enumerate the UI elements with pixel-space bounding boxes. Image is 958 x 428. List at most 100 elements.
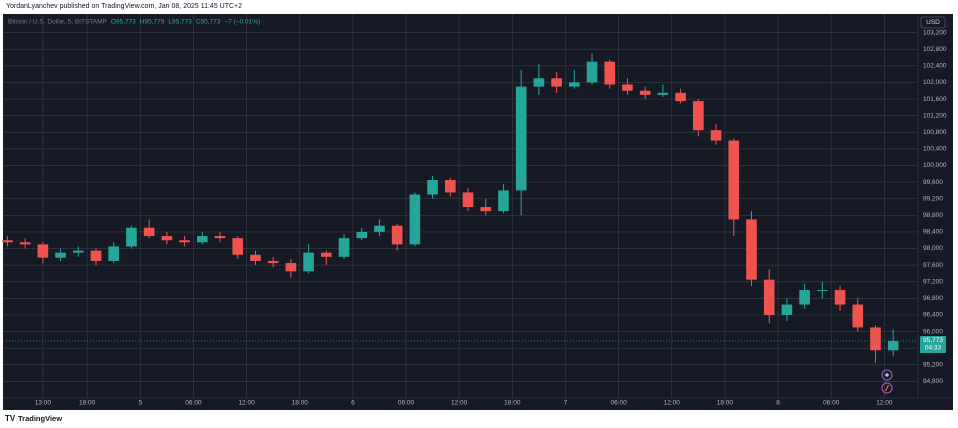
y-tick-label: 102,800 bbox=[923, 46, 947, 53]
candle-body bbox=[622, 84, 633, 91]
x-tick-label: 12:00 bbox=[238, 400, 255, 407]
y-tick-label: 100,400 bbox=[923, 146, 947, 153]
y-tick-label: 96,000 bbox=[923, 328, 943, 335]
add-icon[interactable] bbox=[881, 369, 893, 381]
candle-body bbox=[444, 180, 456, 193]
candle-body bbox=[250, 254, 261, 261]
y-tick-label: 103,200 bbox=[923, 29, 947, 36]
candle-body bbox=[356, 231, 368, 239]
y-tick-label: 98,400 bbox=[923, 229, 943, 236]
candle-body bbox=[462, 192, 474, 207]
x-tick-label: 12:00 bbox=[876, 400, 893, 407]
currency-button[interactable] bbox=[920, 16, 946, 29]
x-tick-label: 12:00 bbox=[451, 400, 468, 407]
y-tick-label: 102,400 bbox=[923, 63, 947, 70]
y-tick-label: 99,200 bbox=[923, 195, 943, 202]
x-tick-label: 12:00 bbox=[664, 400, 681, 407]
header: YordanLyanchev published on TradingView.… bbox=[6, 3, 242, 10]
candle-body bbox=[427, 180, 438, 195]
candle-body bbox=[763, 279, 775, 315]
ohlc-value: L95,773 bbox=[168, 19, 192, 26]
candle-body bbox=[391, 225, 403, 245]
candle-body bbox=[551, 78, 562, 87]
x-tick-label: 18:00 bbox=[717, 400, 734, 407]
x-tick-label: 06:00 bbox=[398, 400, 415, 407]
y-tick-label: 97,600 bbox=[923, 262, 943, 269]
candle-body bbox=[267, 260, 279, 264]
candle-body bbox=[214, 236, 226, 239]
candle-body bbox=[19, 242, 31, 245]
candle-body bbox=[143, 227, 155, 237]
y-tick-label: 95,200 bbox=[923, 362, 943, 369]
candle-body bbox=[285, 263, 297, 272]
ohlc-value: C95,773 bbox=[196, 19, 221, 26]
candle-body bbox=[409, 194, 421, 245]
y-tick-label: 94,800 bbox=[923, 378, 943, 385]
candle-body bbox=[657, 92, 669, 95]
currency-label: USD bbox=[926, 19, 940, 26]
ohlc-value: H95,779 bbox=[140, 19, 165, 26]
x-tick-label: 18:00 bbox=[292, 400, 309, 407]
candle-body bbox=[817, 290, 828, 292]
candle-body bbox=[161, 236, 173, 241]
candle-body bbox=[515, 86, 527, 191]
last-price-label: 95,773 bbox=[923, 337, 943, 344]
x-tick-label: 7 bbox=[564, 400, 568, 407]
candle-body bbox=[232, 238, 244, 255]
icon-glyph bbox=[885, 384, 889, 392]
candle-body bbox=[108, 246, 120, 261]
y-tick-label: 101,600 bbox=[923, 96, 947, 103]
candle-body bbox=[675, 92, 686, 102]
candle-body bbox=[480, 207, 492, 212]
x-tick-label: 8 bbox=[776, 400, 780, 407]
candle-body bbox=[338, 238, 350, 257]
y-tick-label: 100,000 bbox=[923, 162, 947, 169]
candle-body bbox=[852, 304, 864, 328]
candle-body bbox=[179, 240, 190, 243]
candle-body bbox=[72, 250, 84, 253]
candle-body bbox=[2, 240, 13, 243]
y-tick-label: 102,000 bbox=[923, 79, 947, 86]
y-tick-label: 100,800 bbox=[923, 129, 947, 136]
candle-body bbox=[586, 61, 598, 83]
ohlc-value: O95,773 bbox=[111, 19, 136, 26]
candle-body bbox=[799, 290, 810, 305]
y-tick-label: 99,600 bbox=[923, 179, 943, 186]
x-tick-label: 06:00 bbox=[610, 400, 627, 407]
ohlc-value: −7 (−0.01%) bbox=[224, 19, 260, 26]
x-tick-label: 6 bbox=[351, 400, 355, 407]
candle-body bbox=[604, 61, 616, 85]
y-tick-label: 97,200 bbox=[923, 278, 943, 285]
logo-glyph: TV bbox=[5, 414, 16, 423]
candle-body bbox=[569, 82, 580, 87]
y-tick-label: 101,200 bbox=[923, 112, 947, 119]
candle-body bbox=[533, 78, 545, 87]
candle-body bbox=[374, 225, 385, 232]
candle-body bbox=[320, 252, 332, 257]
symbol-title: Bitcoin / U.S. Dollar, 5, BITSTAMP bbox=[8, 19, 107, 26]
candle-body bbox=[126, 227, 137, 247]
candle-body bbox=[55, 252, 66, 258]
candle-body bbox=[887, 340, 899, 351]
last-price-box bbox=[920, 335, 946, 353]
x-tick-label: 18:00 bbox=[504, 400, 521, 407]
countdown: 04:33 bbox=[925, 345, 942, 352]
candle-body bbox=[781, 304, 793, 315]
candle-body bbox=[870, 327, 881, 351]
footer-logo: TradingView bbox=[18, 414, 62, 423]
y-tick-label: 96,400 bbox=[923, 312, 943, 319]
y-tick-label: 96,800 bbox=[923, 295, 943, 302]
alert-icon[interactable] bbox=[881, 382, 893, 394]
candle-body bbox=[710, 130, 722, 141]
candle-body bbox=[834, 290, 846, 305]
candle-body bbox=[639, 90, 651, 95]
y-tick-label: 98,000 bbox=[923, 245, 943, 252]
candle-body bbox=[746, 219, 757, 280]
candle-body bbox=[303, 252, 314, 272]
x-tick-label: 06:00 bbox=[185, 400, 202, 407]
candle-body bbox=[693, 101, 704, 131]
chart-panel bbox=[3, 14, 953, 410]
y-tick-label: 98,800 bbox=[923, 212, 943, 219]
x-tick-label: 13:00 bbox=[35, 400, 52, 407]
